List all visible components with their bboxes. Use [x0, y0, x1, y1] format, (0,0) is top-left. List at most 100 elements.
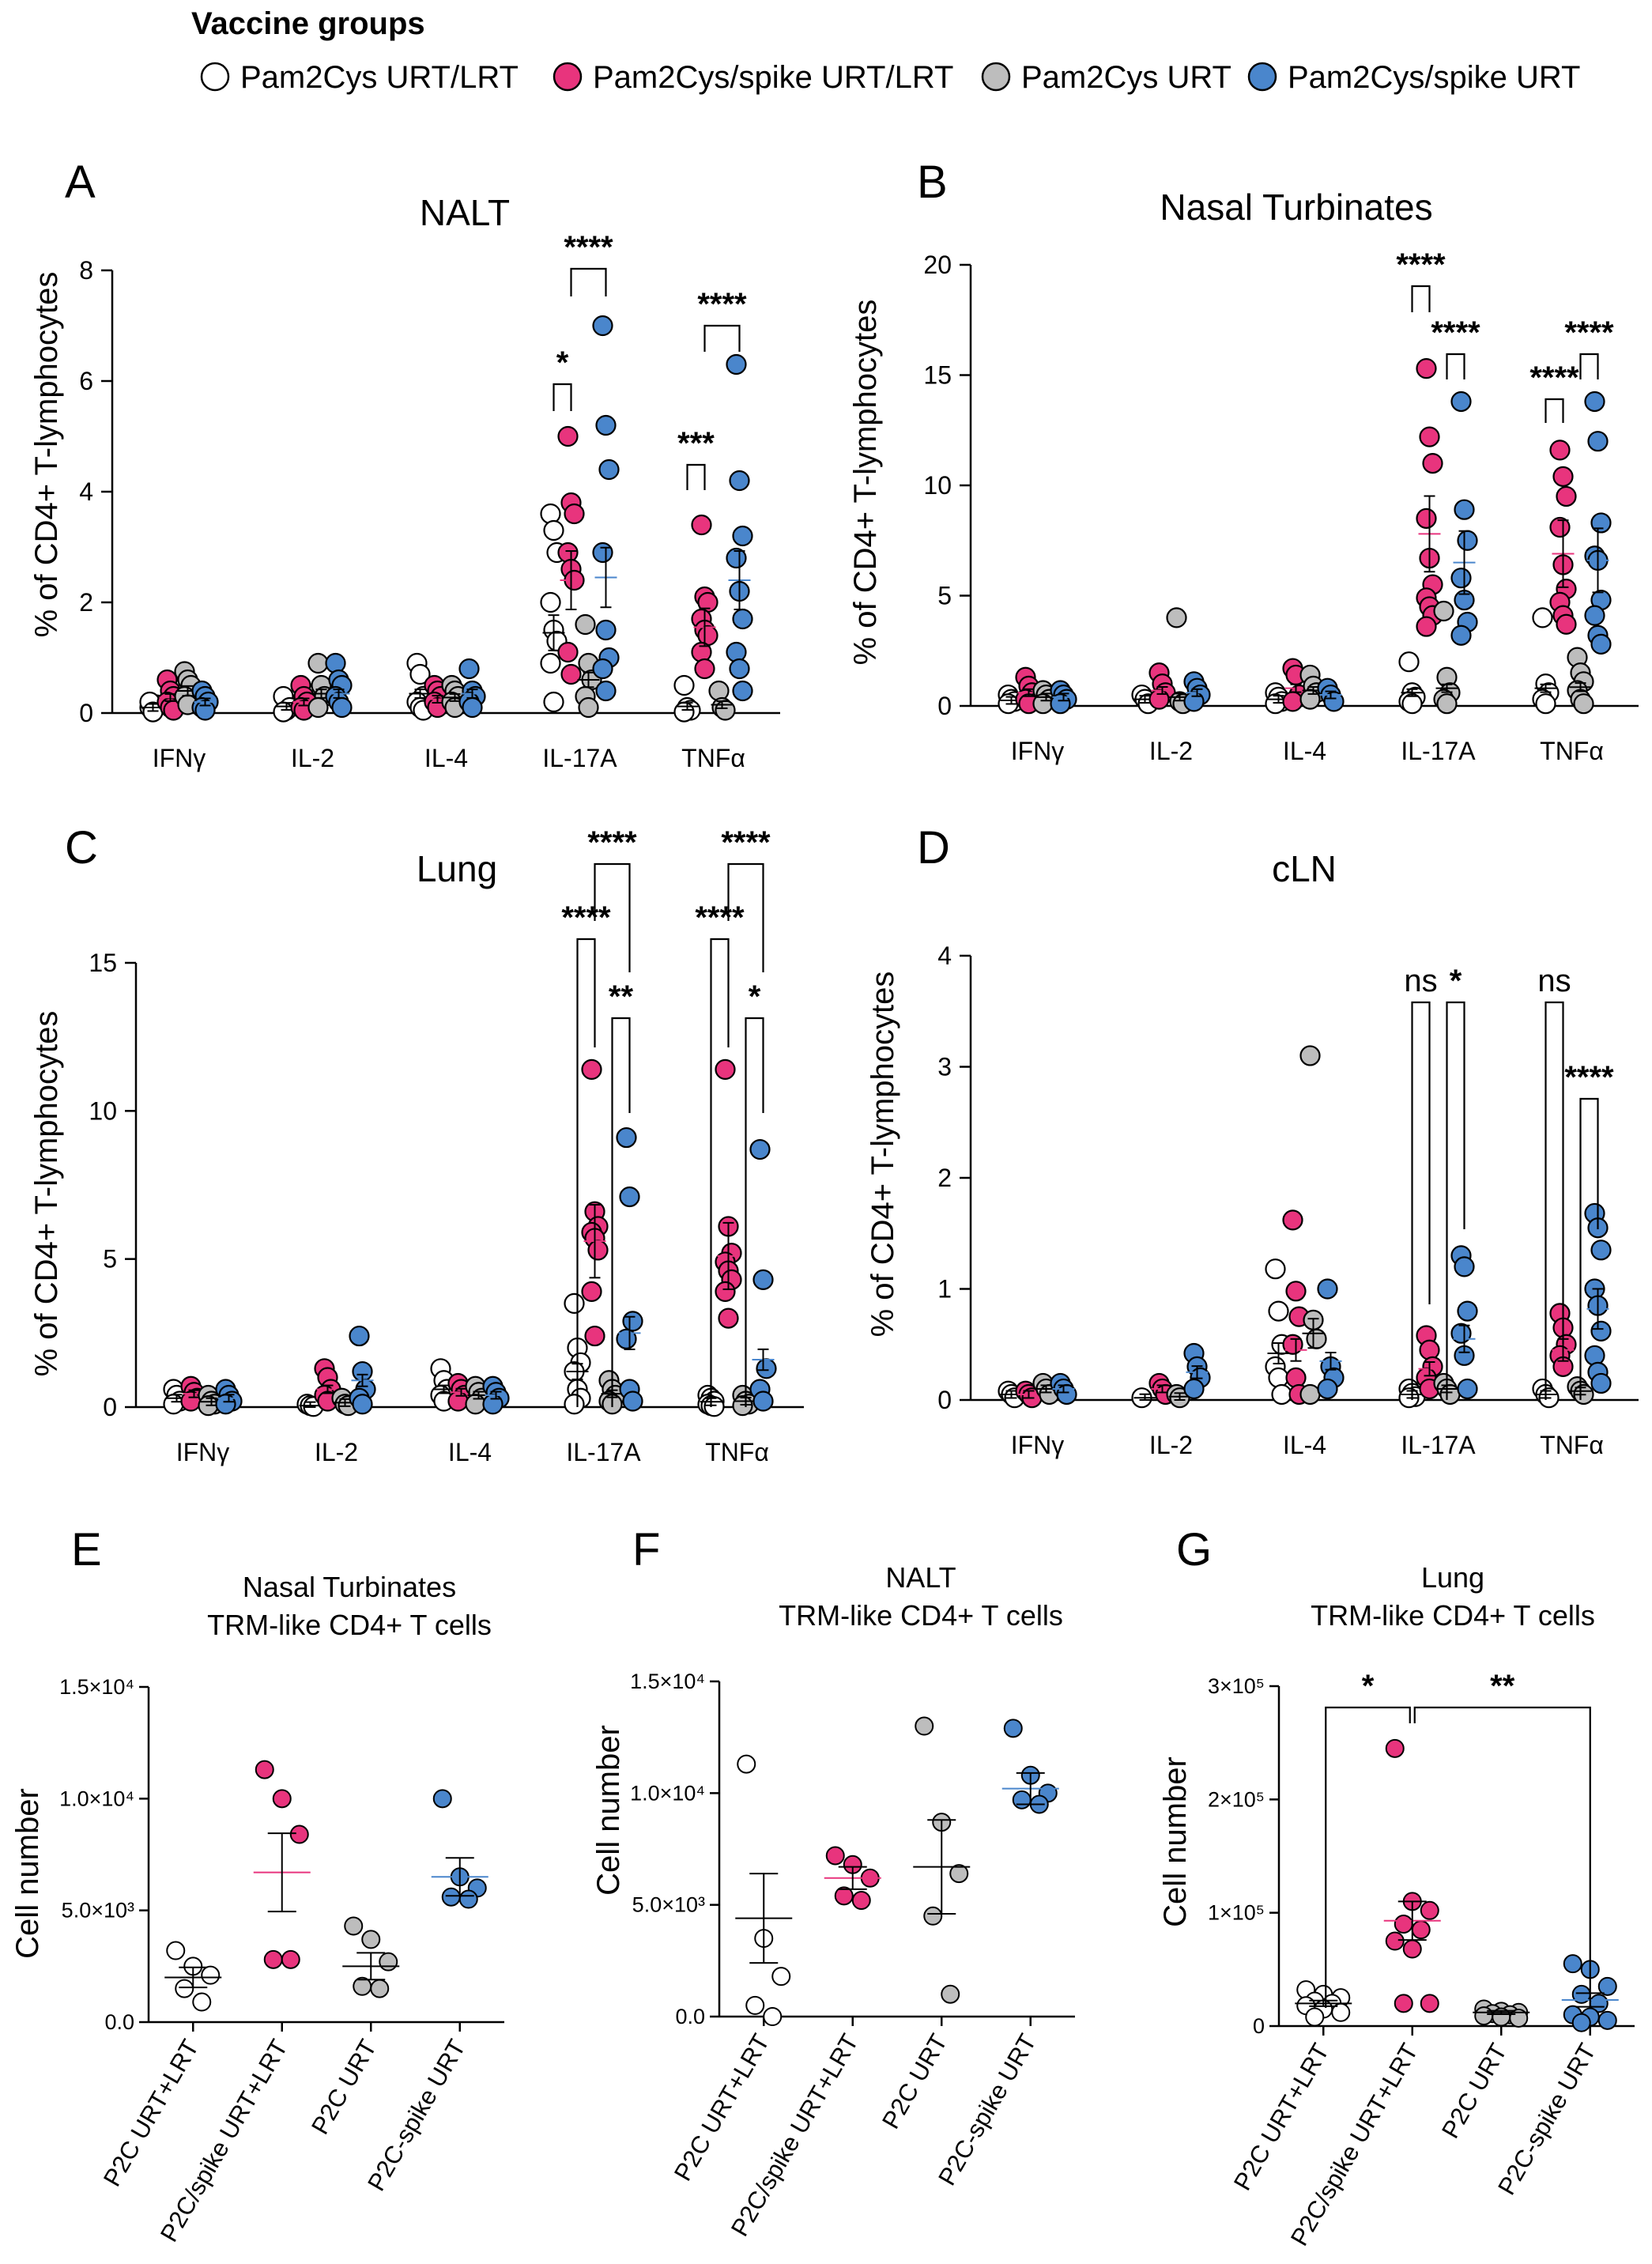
data-point: [756, 1358, 777, 1379]
y-tick-label: 1.0×10⁴: [59, 1787, 134, 1810]
data-point: [673, 674, 695, 696]
significance-bracket: [1545, 398, 1564, 423]
data-point: [273, 701, 294, 723]
data-point: [1563, 1954, 1582, 1974]
panel-a-ylabel: % of CD4+ T-lymphocytes: [29, 272, 64, 638]
data-point: [1012, 1790, 1032, 1809]
data-point: [595, 680, 617, 702]
data-point: [1394, 1915, 1413, 1934]
panel-f-title-2: TRM-like CD4+ T cells: [779, 1599, 1063, 1632]
data-point: [949, 1864, 969, 1884]
significance-label: ****: [721, 825, 771, 860]
data-point: [1590, 1372, 1612, 1394]
panel-label-d: D: [917, 822, 950, 874]
x-tick-label: P2C URT: [877, 2029, 952, 2134]
data-point: [578, 696, 599, 719]
data-point: [771, 1967, 791, 1987]
data-point: [379, 1952, 398, 1972]
data-point: [1590, 1240, 1612, 1261]
data-point: [352, 1394, 373, 1415]
data-point: [344, 1916, 364, 1936]
data-point: [557, 641, 579, 663]
data-point: [715, 700, 736, 721]
data-point: [1457, 1378, 1478, 1400]
y-tick-label: 0: [937, 1386, 952, 1414]
data-point: [1436, 693, 1458, 715]
data-point: [1532, 607, 1553, 628]
significance-bracket: [570, 267, 607, 296]
data-point: [1419, 1339, 1440, 1360]
y-tick-label: 5: [103, 1245, 117, 1274]
significance-label: ***: [677, 426, 715, 461]
panel-b-title: Nasal Turbinates: [1160, 187, 1432, 228]
data-point: [851, 1891, 871, 1911]
data-point: [1590, 633, 1612, 655]
data-point: [581, 1058, 602, 1080]
data-point: [263, 1949, 283, 1969]
data-point: [825, 1846, 845, 1866]
panel-d-ylabel: % of CD4+ T-lymphocytes: [866, 972, 900, 1338]
x-tick-label: P2C-spike URT: [933, 2029, 1042, 2190]
significance-bracket: [727, 862, 764, 972]
data-point: [361, 1930, 381, 1949]
legend-label-2: Pam2Cys URT: [1021, 60, 1231, 95]
data-point: [1439, 1383, 1461, 1406]
significance-bracket: [710, 938, 730, 1407]
panel-d-title: cLN: [1272, 848, 1337, 889]
significance-label: ****: [587, 825, 637, 860]
data-point: [616, 1328, 637, 1349]
panel-label-c: C: [65, 822, 98, 874]
y-tick-label: 1.5×10⁴: [59, 1675, 134, 1699]
significance-bracket: [745, 1017, 764, 1407]
y-tick-label: 0.0: [104, 2010, 134, 2034]
data-point: [1285, 1281, 1307, 1302]
x-tick-label: TNFα: [1540, 1431, 1604, 1459]
data-point: [540, 652, 561, 674]
data-point: [462, 696, 483, 719]
data-point: [307, 652, 329, 674]
x-tick-label: P2C-spike URT: [362, 2035, 471, 2196]
data-point: [1573, 693, 1594, 715]
data-point: [1265, 693, 1286, 715]
data-point: [1420, 1994, 1439, 2013]
significance-label: **: [1490, 1669, 1515, 1704]
data-point: [564, 503, 585, 525]
data-point: [732, 680, 753, 702]
y-tick-label: 5.0×10³: [62, 1899, 134, 1923]
panel-e-ylabel: Cell number: [10, 1788, 45, 1959]
data-point: [458, 658, 480, 680]
significance-bracket: [1579, 1097, 1599, 1400]
panel-a-title: NALT: [420, 192, 510, 233]
data-point: [289, 1824, 309, 1844]
data-point: [458, 1889, 478, 1909]
data-point: [834, 1886, 854, 1906]
y-tick-label: 0: [1253, 2014, 1265, 2038]
data-point: [1385, 1931, 1405, 1951]
data-point: [1433, 600, 1454, 622]
data-point: [1416, 616, 1437, 637]
significance-label: **: [609, 979, 634, 1014]
y-tick-label: 1.0×10⁴: [630, 1781, 705, 1805]
data-point: [718, 1307, 739, 1329]
data-point: [1148, 689, 1170, 710]
y-tick-label: 15: [923, 361, 952, 390]
data-point: [1450, 1323, 1472, 1344]
panel-b-plot: 0 5 10 15 20 IFNγ IL-2 IL-4 IL-17A TNFα **** **** **…: [923, 247, 1639, 765]
data-point: [595, 414, 617, 436]
data-point: [915, 1716, 934, 1736]
data-point: [1394, 1994, 1413, 2013]
data-point: [1317, 1278, 1338, 1300]
data-point: [1398, 651, 1420, 673]
significance-bracket: [703, 324, 741, 352]
x-tick-label: IL-2: [315, 1438, 358, 1466]
x-tick-label: P2C URT+LRT: [98, 2035, 204, 2191]
data-point: [564, 1292, 585, 1314]
significance-label: ****: [1396, 247, 1446, 282]
data-point: [752, 1269, 774, 1290]
significance-bracket: [1579, 353, 1599, 379]
panel-e-title-2: TRM-like CD4+ T cells: [207, 1609, 492, 1641]
panel-f-title-1: NALT: [885, 1561, 956, 1594]
